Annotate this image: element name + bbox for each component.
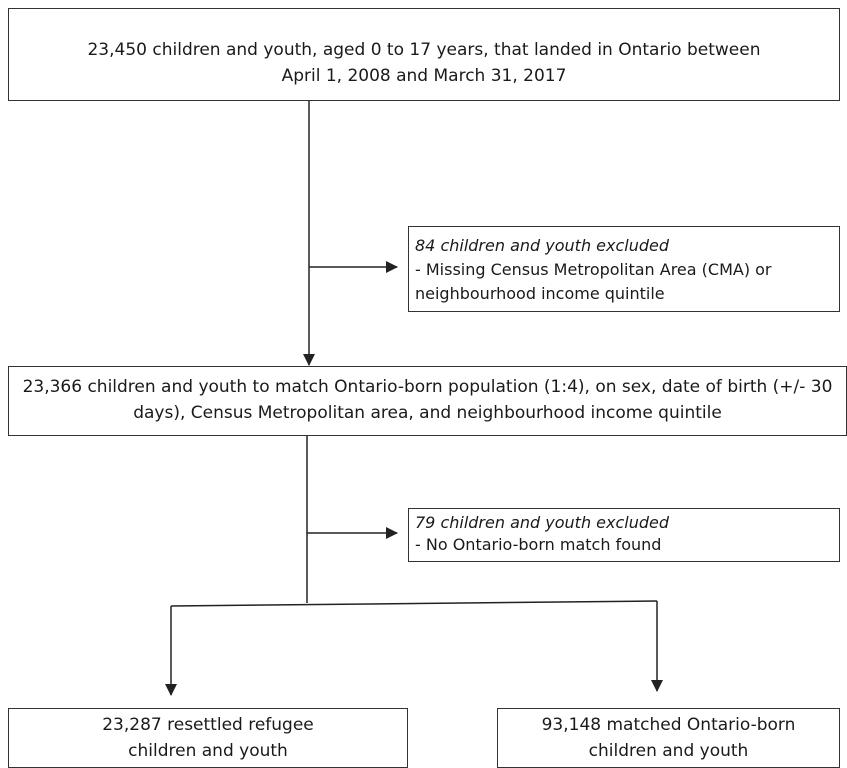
cohort-line-2: April 1, 2008 and March 31, 2017	[281, 66, 567, 86]
refugee-line-1: 23,287 resettled refugee	[102, 715, 314, 735]
ontario-born-line-2: children and youth	[588, 741, 749, 761]
exclusion-2-title: 79 children and youth excluded	[415, 513, 670, 532]
matching-line-1: 23,366 children and youth to match Ontar…	[22, 377, 833, 397]
exclusion-1-title: 84 children and youth excluded	[415, 236, 670, 255]
exclusion-box-1: 84 children and youth excluded - Missing…	[408, 226, 840, 312]
cohort-line-1: 23,450 children and youth, aged 0 to 17 …	[87, 40, 761, 60]
refugee-line-2: children and youth	[128, 741, 288, 761]
matching-line-2: days), Census Metropolitan area, and nei…	[133, 403, 722, 423]
cohort-box: 23,450 children and youth, aged 0 to 17 …	[8, 8, 840, 101]
matching-box: 23,366 children and youth to match Ontar…	[8, 366, 847, 436]
exclusion-1-reason-line-1: - Missing Census Metropolitan Area (CMA)…	[415, 260, 772, 279]
split-line	[170, 600, 658, 607]
ontario-born-cohort-box: 93,148 matched Ontario-born children and…	[497, 708, 840, 768]
exclusion-2-reason: - No Ontario-born match found	[415, 535, 662, 554]
refugee-cohort-box: 23,287 resettled refugee children and yo…	[8, 708, 408, 768]
exclusion-box-2: 79 children and youth excluded - No Onta…	[408, 508, 840, 562]
ontario-born-line-1: 93,148 matched Ontario-born	[541, 715, 796, 735]
exclusion-1-reason-line-2: neighbourhood income quintile	[415, 284, 665, 303]
